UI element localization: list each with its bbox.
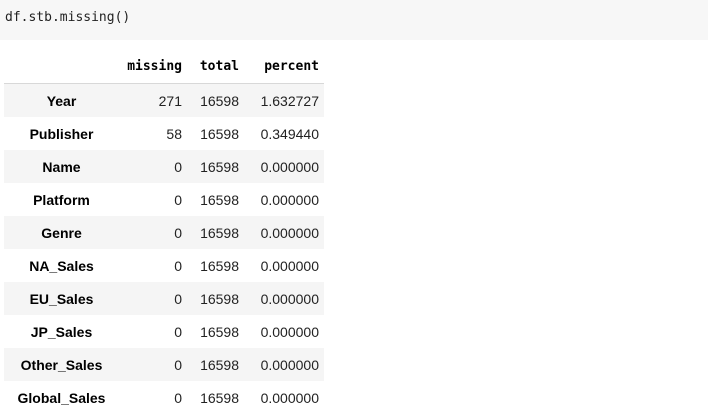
cell-total: 16598: [200, 389, 239, 406]
row-index-label: Year: [46, 92, 77, 109]
cell-percent: 0.000000: [260, 191, 319, 208]
column-header-missing: missing: [119, 50, 187, 84]
cell-percent: 0.000000: [260, 389, 319, 406]
cell-percent: 0.000000: [260, 257, 319, 274]
table-row: Platform 0 16598 0.000000: [4, 183, 324, 216]
code-cell[interactable]: df.stb.missing(): [0, 0, 708, 40]
row-index-label: Name: [42, 158, 81, 175]
table-row: Name 0 16598 0.000000: [4, 150, 324, 183]
row-index-label: EU_Sales: [29, 290, 94, 307]
table-row: Global_Sales 0 16598 0.000000: [4, 381, 324, 414]
row-index-label: Platform: [33, 191, 90, 208]
table-row: NA_Sales 0 16598 0.000000: [4, 249, 324, 282]
cell-missing: 0: [174, 356, 182, 373]
dataframe-output: missing total percent Year 271 16598 1.6327…: [4, 50, 324, 414]
column-header-total: total: [187, 50, 244, 84]
cell-total: 16598: [200, 257, 239, 274]
cell-percent: 0.349440: [260, 125, 319, 142]
cell-percent: 1.632727: [260, 92, 319, 109]
cell-missing: 271: [158, 92, 182, 109]
row-index-label: Global_Sales: [17, 389, 106, 406]
column-header-percent: percent: [244, 50, 324, 84]
cell-percent: 0.000000: [260, 323, 319, 340]
code-input[interactable]: df.stb.missing(): [5, 10, 131, 25]
cell-total: 16598: [200, 92, 239, 109]
cell-percent: 0.000000: [260, 158, 319, 175]
cell-total: 16598: [200, 158, 239, 175]
cell-missing: 0: [174, 389, 182, 406]
index-header: [4, 50, 119, 84]
cell-total: 16598: [200, 290, 239, 307]
cell-missing: 0: [174, 158, 182, 175]
cell-percent: 0.000000: [260, 224, 319, 241]
cell-total: 16598: [200, 125, 239, 142]
cell-total: 16598: [200, 356, 239, 373]
cell-missing: 0: [174, 224, 182, 241]
cell-percent: 0.000000: [260, 356, 319, 373]
cell-total: 16598: [200, 323, 239, 340]
cell-missing: 0: [174, 323, 182, 340]
row-index-label: NA_Sales: [29, 257, 94, 274]
cell-missing: 0: [174, 191, 182, 208]
row-index-label: Publisher: [29, 125, 94, 142]
row-index-label: Other_Sales: [20, 356, 103, 373]
table-body: Year 271 16598 1.632727 Publisher 58 16598 0.34…: [4, 83, 324, 414]
table-row: Genre 0 16598 0.000000: [4, 216, 324, 249]
cell-total: 16598: [200, 224, 239, 241]
cell-missing: 58: [166, 125, 182, 142]
cell-total: 16598: [200, 191, 239, 208]
table-row: Year 271 16598 1.632727: [4, 83, 324, 117]
row-index-label: Genre: [41, 224, 82, 241]
cell-missing: 0: [174, 257, 182, 274]
table-row: Publisher 58 16598 0.349440: [4, 117, 324, 150]
table-row: EU_Sales 0 16598 0.000000: [4, 282, 324, 315]
row-index-label: JP_Sales: [30, 323, 93, 340]
header-row: missing total percent: [4, 50, 324, 84]
cell-missing: 0: [174, 290, 182, 307]
cell-percent: 0.000000: [260, 290, 319, 307]
table-row: Other_Sales 0 16598 0.000000: [4, 348, 324, 381]
table-row: JP_Sales 0 16598 0.000000: [4, 315, 324, 348]
